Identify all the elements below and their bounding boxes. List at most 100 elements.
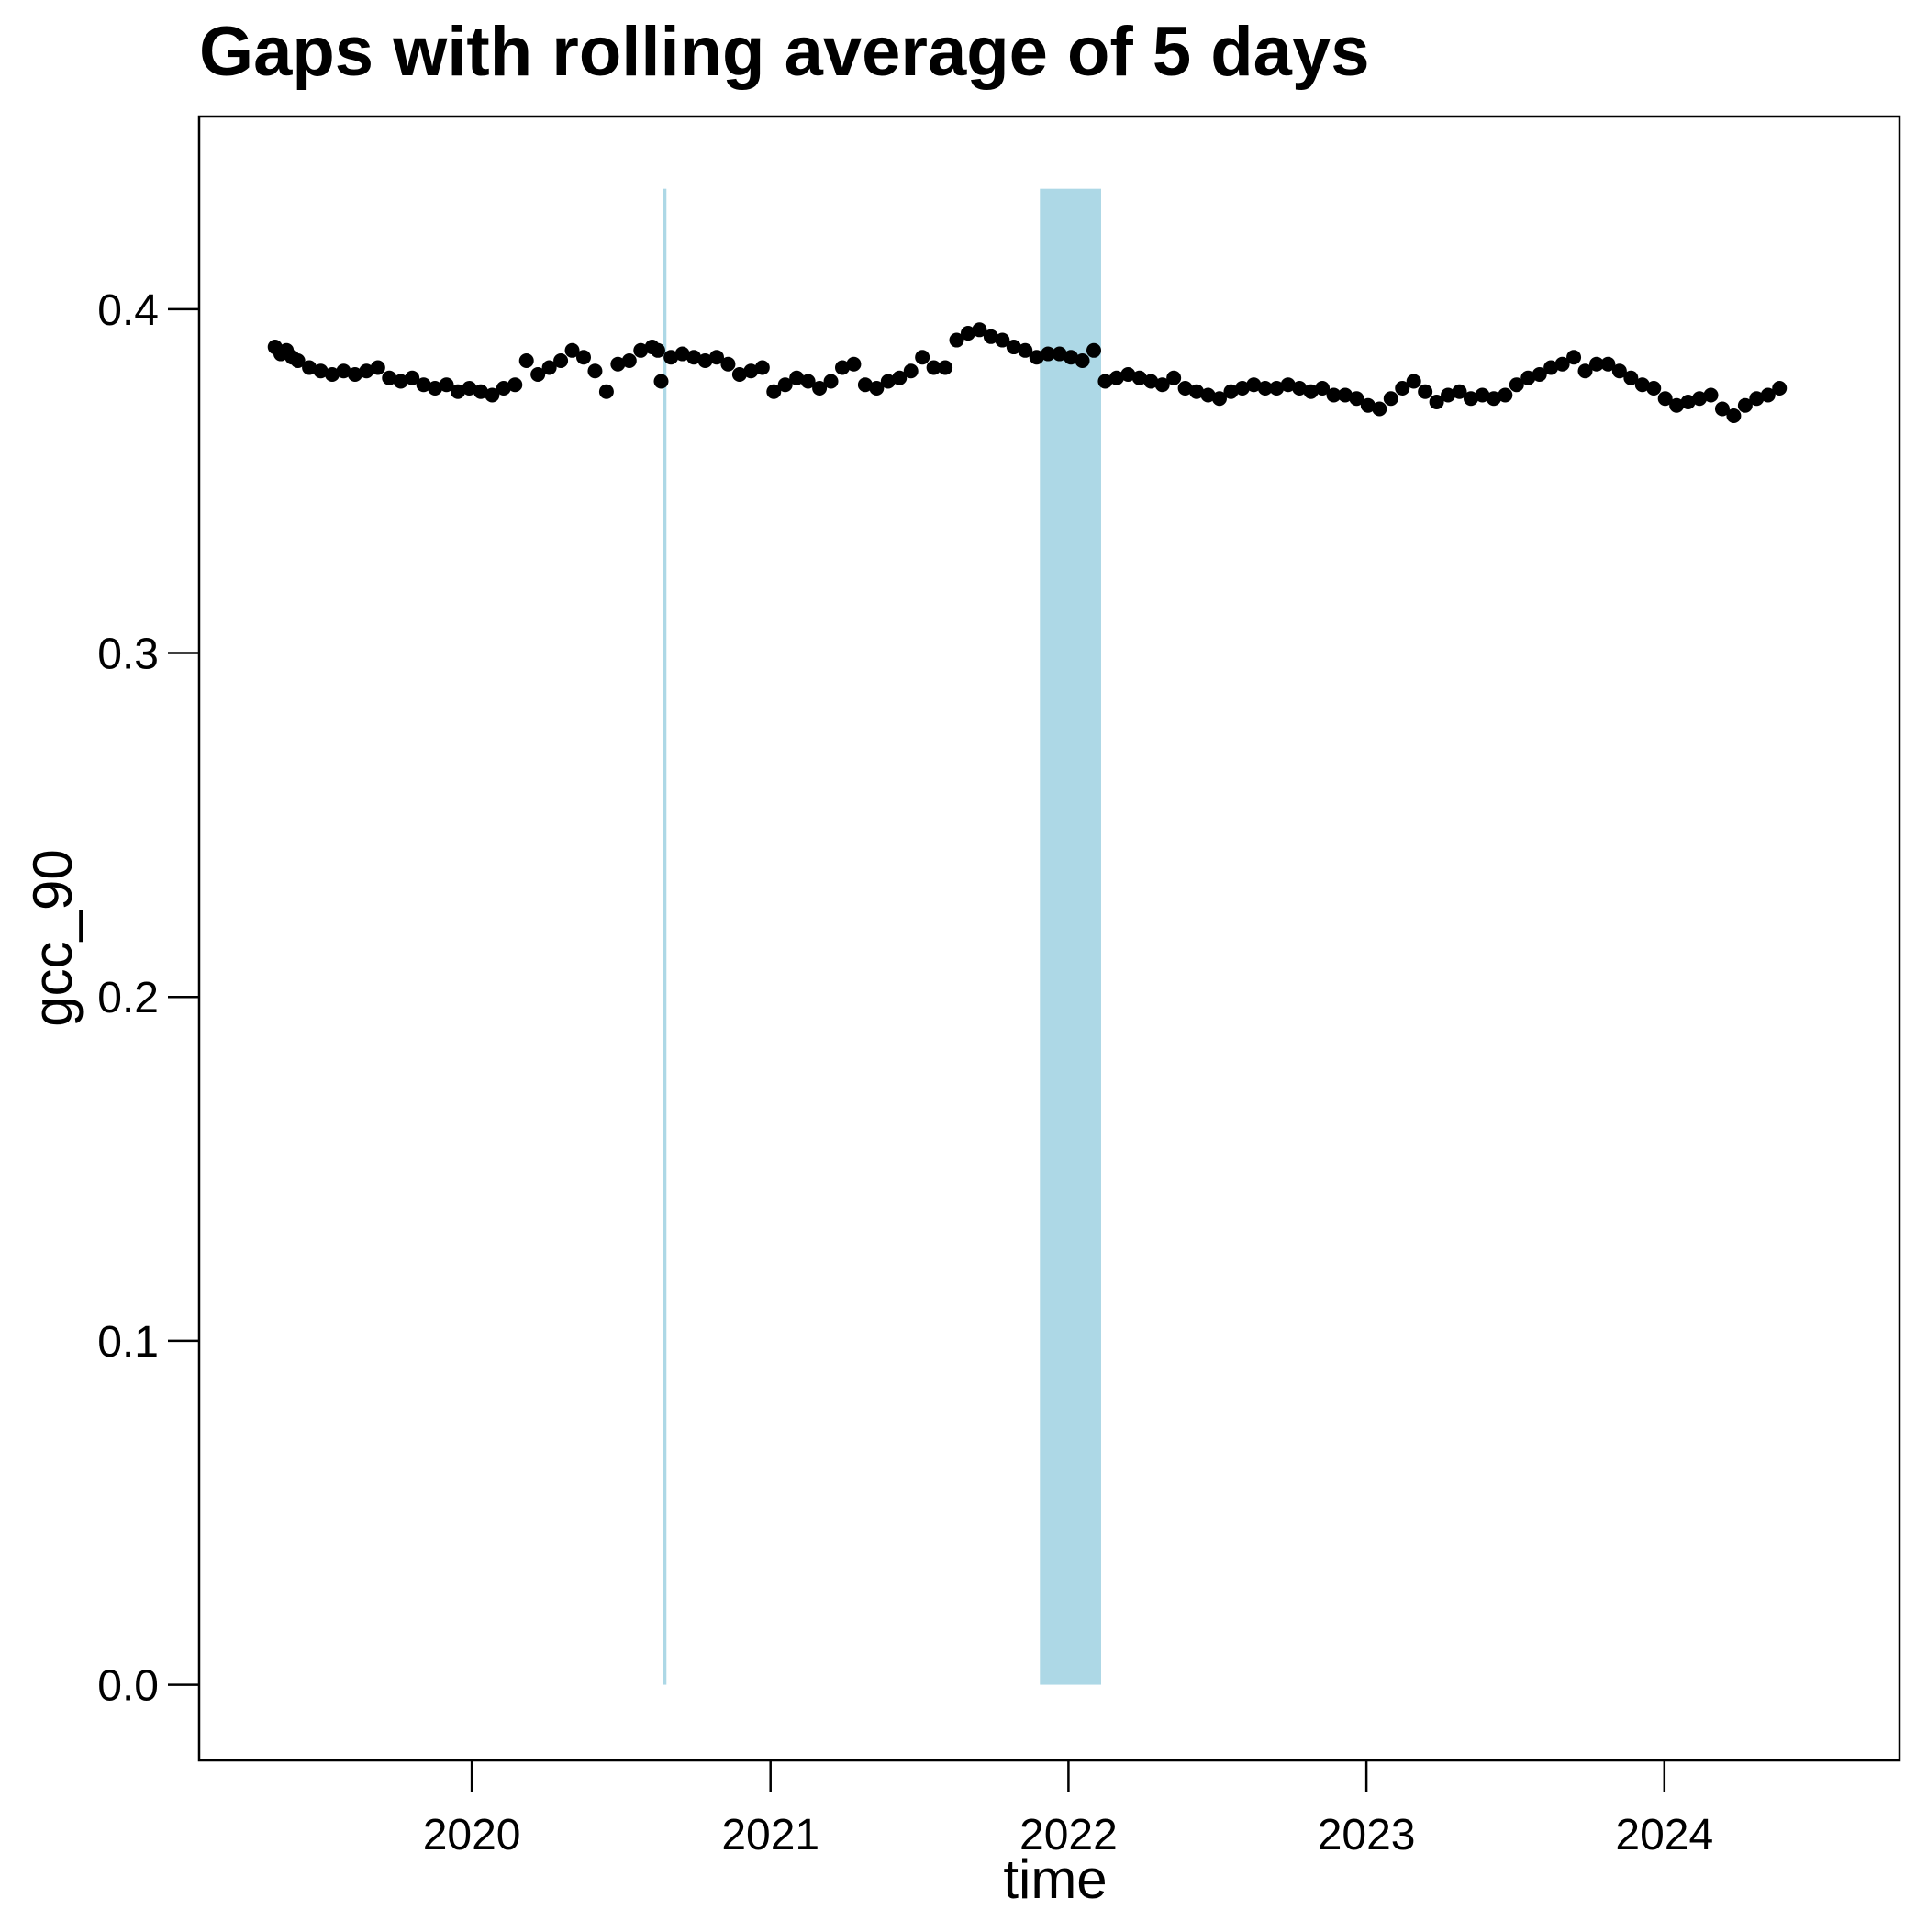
data-point <box>995 332 1010 348</box>
y-axis-title: gcc_90 <box>22 849 84 1026</box>
data-point <box>1772 381 1788 396</box>
data-point <box>450 384 465 399</box>
data-point <box>462 381 477 396</box>
x-tick-label: 2024 <box>1615 1811 1713 1859</box>
data-point <box>1315 381 1331 396</box>
data-point <box>473 384 488 399</box>
data-point <box>1509 377 1524 393</box>
data-point <box>1257 381 1273 396</box>
data-point <box>507 377 523 393</box>
data-point <box>892 370 908 385</box>
data-point <box>439 377 454 393</box>
data-point <box>1006 340 1021 355</box>
data-point <box>587 363 603 379</box>
data-point <box>834 360 850 375</box>
data-point <box>1657 391 1673 407</box>
data-point <box>1041 346 1056 362</box>
data-point <box>1669 397 1685 413</box>
point-layer <box>267 322 1788 423</box>
data-point <box>777 377 793 393</box>
data-point <box>1269 381 1285 396</box>
gap-band-1 <box>663 188 667 1685</box>
data-point <box>564 342 580 358</box>
data-point <box>1395 381 1410 396</box>
data-point <box>1429 394 1444 409</box>
data-point <box>800 374 816 389</box>
data-point <box>663 350 679 365</box>
data-point <box>598 384 614 399</box>
data-point <box>880 374 896 389</box>
data-point <box>1166 370 1182 385</box>
y-tick-label: 0.0 <box>97 1662 159 1711</box>
data-point <box>1418 384 1433 399</box>
data-point <box>983 329 998 344</box>
data-point <box>370 360 385 375</box>
data-point <box>972 322 987 338</box>
data-point <box>1108 370 1124 385</box>
data-point <box>1692 391 1708 407</box>
y-tick-label: 0.1 <box>97 1318 159 1367</box>
data-point <box>428 381 443 396</box>
data-point <box>1372 401 1387 417</box>
data-point <box>1441 387 1456 403</box>
data-point <box>1234 381 1250 396</box>
data-point <box>1475 387 1490 403</box>
data-point <box>857 377 873 393</box>
data-point <box>1600 356 1616 372</box>
data-point <box>1749 391 1765 407</box>
data-point <box>496 381 511 396</box>
data-point <box>1029 350 1044 365</box>
data-point <box>1634 377 1650 393</box>
data-point <box>949 332 964 348</box>
data-point <box>1303 384 1319 399</box>
data-point <box>1349 391 1364 407</box>
x-axis: 2020 2021 2022 2023 2024 <box>423 1760 1713 1859</box>
data-point <box>336 363 351 379</box>
data-point <box>1052 346 1067 362</box>
data-point <box>650 342 665 358</box>
data-point <box>823 374 839 389</box>
data-point <box>686 350 702 365</box>
data-point <box>697 353 713 369</box>
data-point <box>1532 367 1547 383</box>
data-point <box>731 367 747 383</box>
y-axis: 0.0 0.1 0.2 0.3 0.4 <box>97 286 199 1711</box>
data-point <box>1543 360 1559 375</box>
x-tick-label: 2021 <box>721 1811 819 1859</box>
data-point <box>869 381 885 396</box>
data-point <box>359 363 374 379</box>
gap-layer <box>663 188 1101 1685</box>
data-point <box>1577 363 1593 379</box>
y-tick-label: 0.2 <box>97 974 159 1022</box>
chart-title: Gaps with rolling average of 5 days <box>199 13 1370 91</box>
data-point <box>485 387 500 403</box>
data-point <box>633 342 649 358</box>
data-point <box>812 381 828 396</box>
data-point <box>674 346 690 362</box>
data-point <box>1064 350 1079 365</box>
data-point <box>1086 342 1101 358</box>
data-point <box>1680 394 1696 409</box>
data-point <box>1018 342 1033 358</box>
data-point <box>708 350 724 365</box>
data-point <box>903 363 919 379</box>
y-tick-label: 0.4 <box>97 286 159 335</box>
data-point <box>1486 391 1501 407</box>
data-point <box>1292 381 1308 396</box>
data-point <box>846 356 862 372</box>
data-point <box>1737 397 1753 413</box>
data-point <box>1520 370 1536 385</box>
data-point <box>1646 381 1662 396</box>
data-point <box>1131 370 1147 385</box>
data-point <box>960 326 975 341</box>
data-point <box>347 367 362 383</box>
data-point <box>720 356 736 372</box>
data-point <box>1383 391 1398 407</box>
data-point <box>541 360 557 375</box>
x-tick-label: 2022 <box>1019 1811 1118 1859</box>
data-point <box>1726 408 1742 423</box>
data-point <box>382 370 397 385</box>
